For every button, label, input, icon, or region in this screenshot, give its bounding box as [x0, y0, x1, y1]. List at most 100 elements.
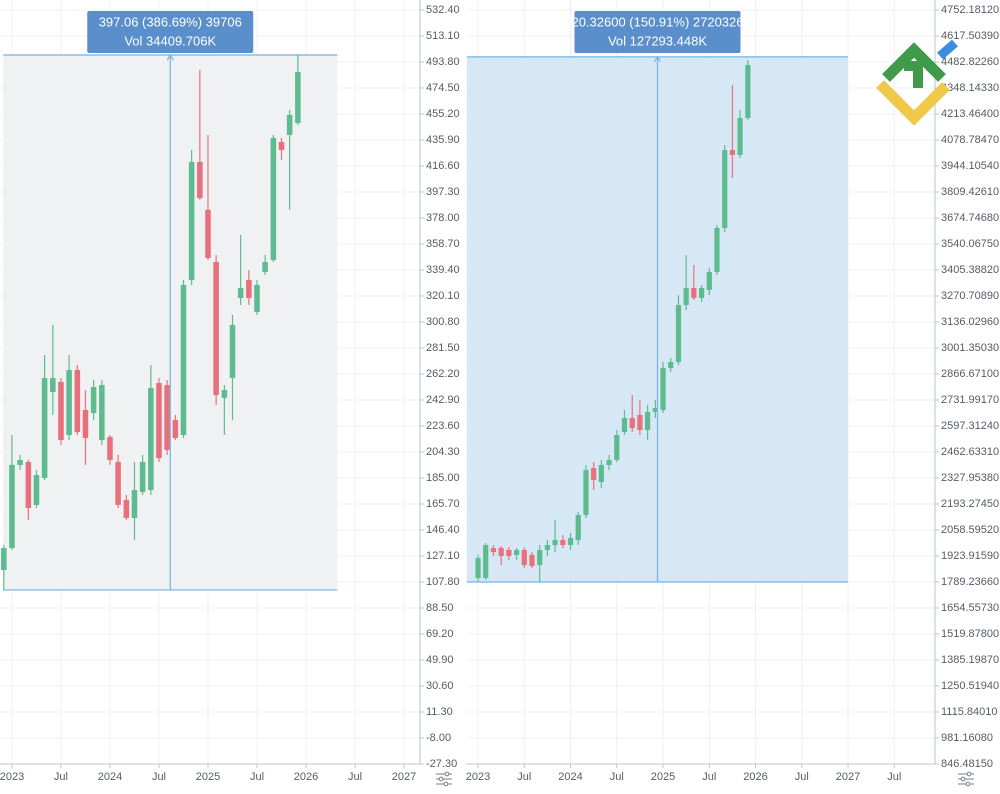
candle-body — [58, 381, 64, 440]
y-tick-label: 1923.91590 — [941, 550, 999, 562]
y-tick-label: 3809.42610 — [941, 186, 999, 198]
candle-body — [614, 435, 620, 461]
candle-body — [668, 362, 674, 368]
x-tick-label: Jul — [795, 771, 809, 783]
y-tick-label: 493.80 — [426, 56, 460, 68]
measure-label: Vol 34409.706K — [124, 33, 216, 48]
x-tick-label: 2024 — [98, 771, 122, 783]
candle-body — [115, 461, 121, 505]
y-tick-label: 4617.50390 — [941, 30, 999, 42]
settings-icon[interactable] — [958, 771, 974, 787]
y-tick-label: 513.10 — [426, 30, 460, 42]
candle-body — [278, 141, 285, 150]
candle-body — [521, 550, 527, 566]
y-tick-label: 69.20 — [426, 628, 454, 640]
y-tick-label: 4078.78470 — [941, 134, 999, 146]
candle-body — [237, 288, 244, 299]
candle-body — [644, 412, 651, 431]
y-tick-label: 981.16080 — [941, 732, 993, 744]
y-tick-label: 88.50 — [426, 602, 454, 614]
candle-body — [221, 390, 228, 398]
x-tick-label: 2027 — [836, 771, 860, 783]
y-tick-label: 3944.10540 — [941, 160, 999, 172]
y-tick-label: 185.00 — [426, 472, 460, 484]
x-tick-label: 2026 — [294, 771, 318, 783]
candle-body — [139, 461, 146, 492]
x-tick-label: Jul — [54, 771, 68, 783]
y-tick-label: 532.40 — [426, 4, 460, 16]
candle-body — [90, 387, 97, 414]
candle-body — [17, 459, 23, 465]
candle-body — [295, 71, 301, 123]
y-tick-label: 2597.31240 — [941, 420, 999, 432]
y-tick-label: 1654.55730 — [941, 602, 999, 614]
logo — [876, 39, 958, 126]
candle-body — [560, 540, 566, 546]
candle-body — [675, 305, 682, 363]
candle-body — [575, 515, 581, 541]
panel: 2720.32600 (150.91%) 272032600 Vol 127293… — [466, 0, 999, 783]
x-tick-label: 2027 — [392, 771, 416, 783]
y-tick-label: 223.60 — [426, 420, 460, 432]
candle-body — [483, 545, 489, 579]
candle-body — [164, 385, 170, 450]
x-tick-label: Jul — [250, 771, 264, 783]
panel: 397.06 (386.69%) 39706 Vol 34409.706K 532.… — [0, 0, 460, 783]
x-tick-label: Jul — [348, 771, 362, 783]
y-tick-label: 416.60 — [426, 160, 460, 172]
candle-body — [172, 419, 179, 438]
candle-body — [652, 407, 658, 413]
y-tick-label: 2866.67100 — [941, 368, 999, 380]
y-tick-label: 455.20 — [426, 108, 460, 120]
candle-body — [33, 475, 40, 505]
x-tick-label: 2026 — [743, 771, 767, 783]
candle-body — [691, 287, 697, 298]
candle-body — [213, 262, 219, 396]
y-tick-label: 378.00 — [426, 212, 460, 224]
y-tick-label: 4752.18120 — [941, 4, 999, 16]
candle-body — [156, 383, 162, 459]
candle-body — [544, 545, 551, 551]
y-tick-label: 846.48150 — [941, 758, 993, 770]
candle-body — [706, 272, 712, 291]
candle-body — [737, 117, 743, 156]
y-tick-label: 474.50 — [426, 82, 460, 94]
candle-body — [621, 417, 628, 433]
y-tick-label: 11.30 — [426, 706, 453, 718]
candle-body — [286, 114, 293, 135]
candle-body — [246, 279, 252, 299]
measure-tooltip — [574, 11, 741, 53]
y-tick-label: 262.20 — [426, 368, 460, 380]
candle-body — [180, 284, 187, 436]
candle-body — [591, 467, 597, 481]
candle-body — [205, 209, 211, 258]
candle-body — [583, 470, 589, 516]
y-tick-label: 2327.95380 — [941, 472, 999, 484]
candle-body — [74, 369, 81, 433]
y-tick-label: 1789.23660 — [941, 576, 999, 588]
settings-icon[interactable] — [436, 771, 452, 787]
candle-body — [629, 417, 635, 428]
measure-label: 397.06 (386.69%) 39706 — [99, 14, 242, 29]
candle-body — [41, 378, 48, 478]
y-tick-label: 3270.70890 — [941, 290, 999, 302]
y-tick-label: 2058.59520 — [941, 524, 999, 536]
candle-body — [660, 367, 666, 411]
y-tick-label: 281.50 — [426, 342, 460, 354]
candle-body — [745, 65, 751, 118]
candle-body — [148, 387, 154, 490]
candle-body — [123, 499, 130, 519]
candle-body — [529, 555, 535, 567]
candle-body — [254, 284, 260, 313]
candle-body — [722, 150, 728, 228]
candle-body — [498, 547, 504, 557]
y-tick-label: 2731.99170 — [941, 394, 999, 406]
x-tick-label: 2023 — [0, 771, 24, 783]
candle-body — [82, 409, 89, 438]
candle-body — [475, 558, 481, 579]
candle-body — [552, 540, 558, 546]
candle-body — [729, 150, 736, 156]
candle-body — [131, 489, 138, 519]
